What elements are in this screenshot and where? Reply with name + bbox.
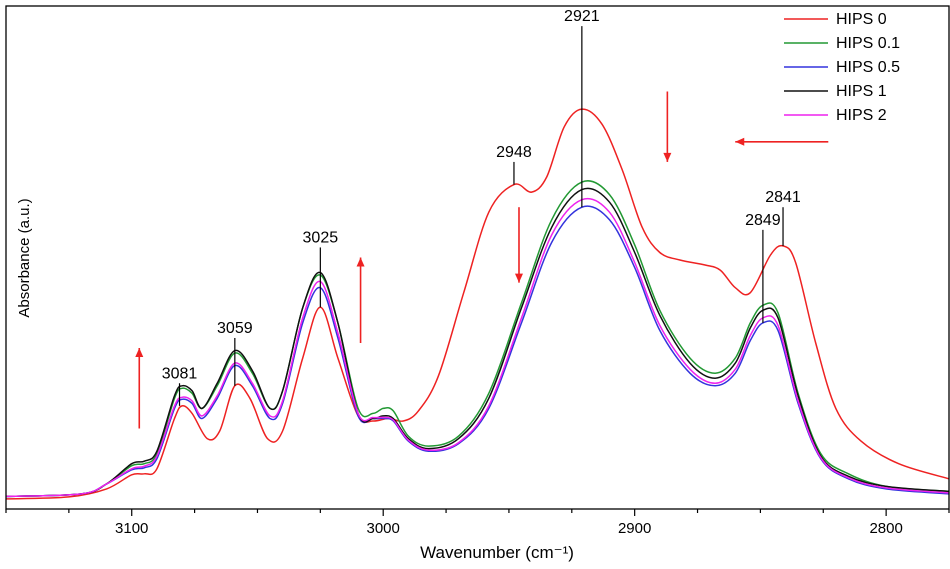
peak-labels-layer: 3081 3059 3025 2948 2921 2849 2841	[162, 8, 801, 406]
peak-label-2948: 2948	[496, 144, 532, 161]
legend-label: HIPS 0	[836, 11, 887, 28]
trend-arrow-left	[735, 137, 829, 146]
series-line-0	[5, 108, 950, 500]
series-line-2	[5, 205, 950, 498]
peak-label-2849: 2849	[745, 212, 781, 229]
peak-label-2921: 2921	[564, 8, 600, 25]
peak-label-3059: 3059	[217, 320, 253, 337]
series-line-1	[5, 180, 950, 498]
x-axis-ticks: 3100 3000 2900 2800	[5, 509, 950, 537]
x-tick-label-3000: 3000	[367, 520, 400, 537]
legend: HIPS 0 HIPS 0.1 HIPS 0.5 HIPS 1 HIPS 2	[784, 11, 900, 124]
trend-arrow-down	[514, 207, 523, 283]
legend-label: HIPS 0.1	[836, 35, 900, 52]
legend-entry-2: HIPS 0.5	[784, 59, 900, 76]
trend-arrow-up	[135, 348, 144, 429]
x-tick-label-3100: 3100	[115, 520, 148, 537]
legend-entry-0: HIPS 0	[784, 11, 887, 28]
legend-entry-3: HIPS 1	[784, 83, 887, 100]
x-axis-label: Wavenumber (cm⁻¹)	[420, 543, 574, 562]
series-layer	[5, 108, 950, 500]
series-line-4	[5, 197, 950, 498]
trend-arrow-up	[356, 257, 365, 344]
legend-label: HIPS 2	[836, 107, 887, 124]
legend-entry-1: HIPS 0.1	[784, 35, 900, 52]
x-tick-label-2900: 2900	[618, 520, 651, 537]
legend-label: HIPS 1	[836, 83, 887, 100]
peak-label-2841: 2841	[765, 189, 801, 206]
plot-frame	[5, 5, 950, 510]
legend-label: HIPS 0.5	[836, 59, 900, 76]
peak-label-3025: 3025	[303, 229, 339, 246]
series-line-3	[5, 187, 950, 498]
trend-arrow-down	[663, 91, 672, 162]
legend-entry-4: HIPS 2	[784, 107, 887, 124]
arrows-layer	[135, 91, 829, 429]
x-tick-label-2800: 2800	[869, 520, 902, 537]
y-axis-label: Absorbance (a.u.)	[16, 198, 33, 317]
peak-label-3081: 3081	[162, 365, 198, 382]
